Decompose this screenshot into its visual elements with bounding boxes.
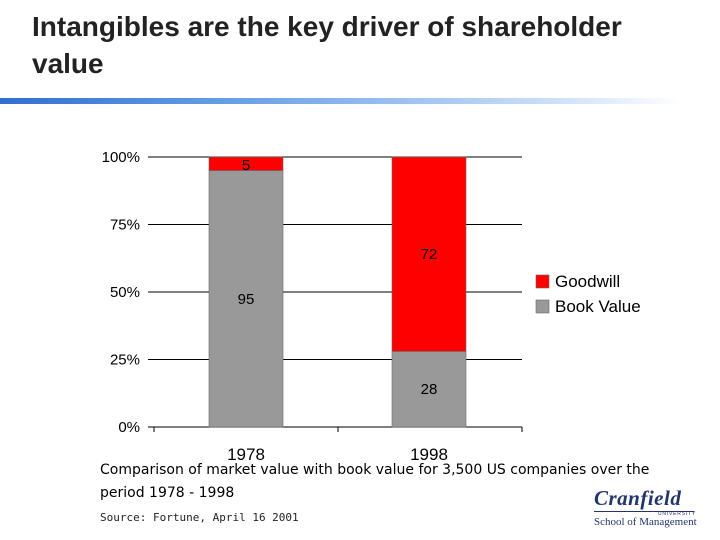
data-label: 28 — [421, 381, 438, 398]
bars — [208, 156, 467, 428]
data-label: 72 — [421, 246, 438, 263]
data-label: 95 — [238, 291, 255, 308]
legend-label: Book Value — [555, 297, 641, 316]
legend: Goodwill Book Value — [535, 272, 641, 316]
cranfield-logo: Cranfield UNIVERSITY School of Managemen… — [588, 486, 714, 532]
y-tick-label: 0% — [118, 419, 140, 436]
legend-label: Goodwill — [555, 272, 620, 291]
x-tick-label: 1978 — [227, 445, 265, 464]
data-labels: 95 5 28 72 — [238, 157, 438, 398]
bar-goodwill — [391, 156, 467, 352]
bar-book-value — [391, 351, 467, 428]
logo-university: UNIVERSITY — [658, 511, 697, 517]
x-axis-ticks: 1978 1998 — [153, 427, 523, 464]
y-tick-label: 25% — [110, 352, 140, 369]
source-note: Source: Fortune, April 16 2001 — [100, 511, 299, 524]
y-tick-label: 75% — [110, 217, 140, 234]
bar-book-value — [208, 170, 284, 428]
legend-swatch — [535, 299, 550, 314]
chart-caption: Comparison of market value with book val… — [100, 462, 650, 501]
logo-rule — [594, 511, 694, 512]
logo-wordmark: Cranfield — [594, 486, 682, 510]
legend-swatch — [535, 274, 550, 289]
slide-title: Intangibles are the key driver of shareh… — [32, 11, 622, 79]
x-tick-label: 1998 — [410, 445, 448, 464]
bar-goodwill — [208, 156, 284, 171]
y-tick-label: 100% — [102, 149, 140, 166]
logo-school: School of Management — [594, 516, 697, 528]
y-tick-label: 50% — [110, 284, 140, 301]
title-underline — [0, 98, 682, 104]
y-axis-ticks: 0% 25% 50% 75% 100% — [102, 149, 140, 436]
data-label: 5 — [242, 157, 250, 174]
